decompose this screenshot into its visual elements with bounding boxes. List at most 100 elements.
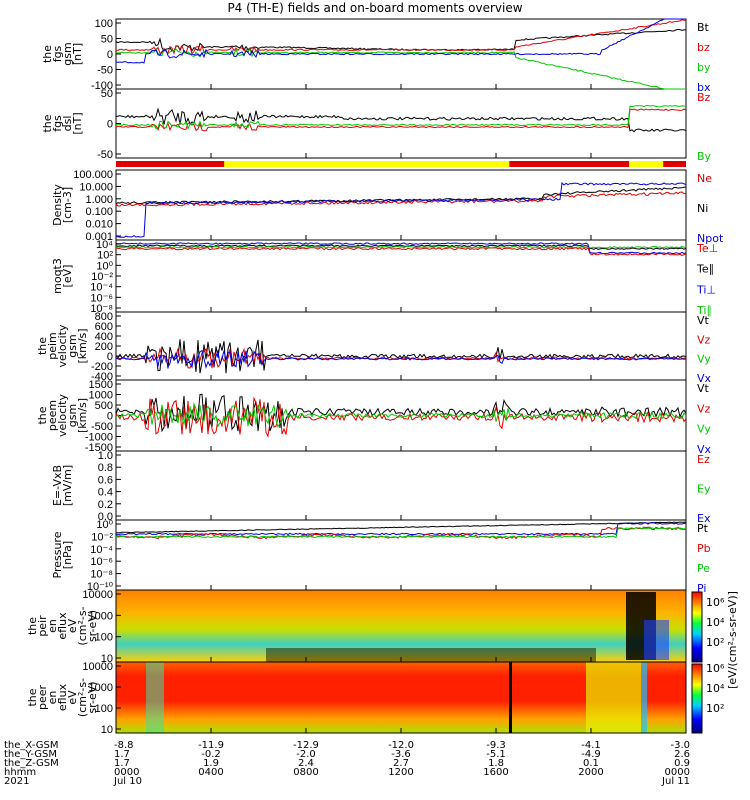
xaxis-tick-3-row-0: -12.0	[388, 740, 414, 751]
peir-spectrogram-ytick-label-3: 10	[101, 653, 113, 665]
density-ne-line	[115, 191, 687, 207]
peem-velocity-ytick-label-0: 1500	[89, 379, 113, 391]
efield-legend-0: Ez	[697, 453, 710, 466]
xaxis-tick-2-row-1: -2.0	[296, 749, 316, 760]
peem-vt-line	[115, 393, 687, 433]
pressure-ytick-label-0: 10⁰	[96, 519, 113, 531]
fgs-gsm-legend-1: bz	[697, 41, 710, 54]
mode-bar-segment-3	[629, 161, 664, 167]
peem-velocity-legend-3: Vx	[697, 443, 712, 456]
peim-velocity-ylabel-word-4: [km/s]	[76, 328, 89, 363]
fgs-gsm-ylabel-word-0: the	[41, 45, 54, 63]
peem-velocity-ytick-label-6: -1500	[85, 442, 113, 454]
peim-velocity-ylabel-word-0: the	[36, 337, 49, 355]
colorbar-tick-5: 10²	[706, 702, 724, 715]
temperature-frame	[115, 239, 687, 313]
pressure-pe-line	[115, 527, 687, 539]
peim-velocity-ylabel-word-2: velocity	[56, 324, 69, 367]
temperature-ytick-label-1: 10²	[97, 250, 113, 262]
peir-spectrogram-ylabel-word-4: eV	[66, 618, 79, 633]
temperature-ytick-label-3: 10⁻²	[91, 271, 113, 283]
xaxis-row-label-2: the_Z-GSM	[4, 758, 59, 769]
peer-spectrogram-ylabel-word-4: eV	[66, 690, 79, 705]
xaxis-tick-4-row-2: 1.8	[488, 758, 504, 769]
peir-spectrogram-ylabel-word-0: the	[26, 617, 39, 635]
mode-bar-segment-0	[116, 161, 225, 167]
peer-spectrogram-ylabel-word-0: the	[26, 688, 39, 706]
pressure-ylabel: Pressure[nPa]	[51, 531, 74, 578]
peem-velocity-legend-1: Vz	[697, 402, 711, 415]
temperature-ytick-label-0: 10⁴	[96, 239, 113, 251]
temperature-tiperp-line	[115, 242, 687, 255]
xaxis-tick-5-row-3: 2000	[578, 767, 603, 778]
pressure-frame	[115, 519, 687, 591]
peim-velocity-ylabel-word-3: gsm	[66, 334, 79, 357]
efield-ytick-label-3: 0.4	[98, 487, 113, 499]
fgs-gsm-ytick-label-2: 0	[107, 49, 113, 61]
temperature-ylabel: moqt3[eV]	[51, 258, 74, 294]
fgs-dsl-legend-1: By	[697, 150, 712, 163]
pressure-ytick-label-3: 10⁻⁶	[90, 556, 113, 568]
peim-vt-line	[115, 339, 687, 374]
peim-velocity-ytick-label-2: 400	[95, 331, 113, 343]
xaxis-tick-5-row-1: -4.9	[581, 749, 601, 760]
xaxis-tick-3-row-2: 2.7	[393, 758, 409, 769]
colorbar-peer	[691, 663, 703, 734]
peir-spectrogram-ytick-label-2: 100	[95, 632, 113, 644]
density-ylabel-word-1: [cm-3]	[61, 187, 74, 223]
xaxis-tick-4-row-1: -5.1	[486, 749, 506, 760]
fgs-gsm-ylabel-word-3: [nT]	[71, 43, 84, 65]
peer-yellow-block	[586, 662, 641, 733]
fgs-dsl-bt-line	[115, 107, 687, 133]
peem-vz-line	[115, 396, 687, 438]
peim-velocity-legend-2: Vy	[697, 353, 711, 366]
peim-velocity-ytick-label-1: 600	[95, 321, 113, 333]
efield-frame	[115, 450, 687, 521]
colorbar-tick-2: 10²	[706, 636, 724, 649]
page-title: P4 (TH-E) fields and on-board moments ov…	[227, 1, 523, 15]
temperature-legend-2: Ti⊥	[696, 283, 716, 296]
density-legend-1: Ni	[697, 202, 708, 215]
temperature-ylabel-word-1: [eV]	[61, 265, 74, 288]
peim-velocity-ylabel-word-1: peim	[46, 332, 59, 360]
peem-velocity-ytick-label-5: -1000	[85, 432, 113, 444]
pressure-legend-2: Pe	[697, 562, 710, 575]
xaxis-tick-5-row-0: -4.1	[581, 740, 601, 751]
xaxis-tick-0-row-3: 0000	[114, 767, 139, 778]
pressure-ytick-label-1: 10⁻²	[91, 531, 113, 543]
mode-bar-segment-4	[663, 161, 686, 167]
temperature-ytick-label-2: 10⁰	[96, 260, 113, 272]
xaxis-tick-6-row-0: -3.0	[670, 740, 690, 751]
peim-velocity-ytick-label-4: 0	[107, 351, 113, 363]
peim-vx-line	[115, 349, 687, 369]
peim-velocity-ytick-label-3: 200	[95, 341, 113, 353]
xaxis-tick-0-row-2: 1.7	[114, 758, 130, 769]
xaxis-tick-1-row-3: 0400	[198, 767, 223, 778]
colorbar-tick-1: 10⁴	[706, 616, 725, 629]
xaxis-tick-1-row-1: -0.2	[201, 749, 221, 760]
xaxis-row-label-1: the_Y-GSM	[4, 749, 57, 760]
peer-black-line	[509, 662, 512, 733]
density-ytick-label-0: 100.000	[73, 169, 113, 181]
xaxis-tick-2-row-0: -12.9	[293, 740, 319, 751]
density-ytick-label-4: 0.010	[85, 219, 113, 231]
peer-spectrogram-ylabel-word-2: en	[46, 691, 59, 705]
temperature-teperp-line	[115, 246, 687, 256]
fgs-dsl-ylabel-word-3: [nT]	[71, 112, 84, 134]
peir-spectrogram-fill	[116, 590, 686, 662]
xaxis-tick-6-row-1: 2.6	[674, 749, 690, 760]
peer-cyan-line	[641, 662, 647, 733]
xaxis-tick-6-row-4: Jul 11	[661, 776, 690, 787]
fgs-gsm-ytick-label-3: -50	[97, 65, 113, 77]
efield-legend-1: Ey	[697, 483, 711, 496]
colorbar-peir	[691, 591, 703, 663]
efield-ylabel-word-0: E=-VxB	[51, 465, 64, 506]
peim-velocity-frame	[115, 311, 687, 381]
temperature-legend-3: Ti∥	[696, 304, 712, 317]
colorbar-label: [eV/(cm²-s-sr-eV)]	[726, 591, 739, 689]
fgs-gsm-by-line	[115, 47, 686, 90]
xaxis-tick-0-row-0: -8.8	[114, 740, 134, 751]
